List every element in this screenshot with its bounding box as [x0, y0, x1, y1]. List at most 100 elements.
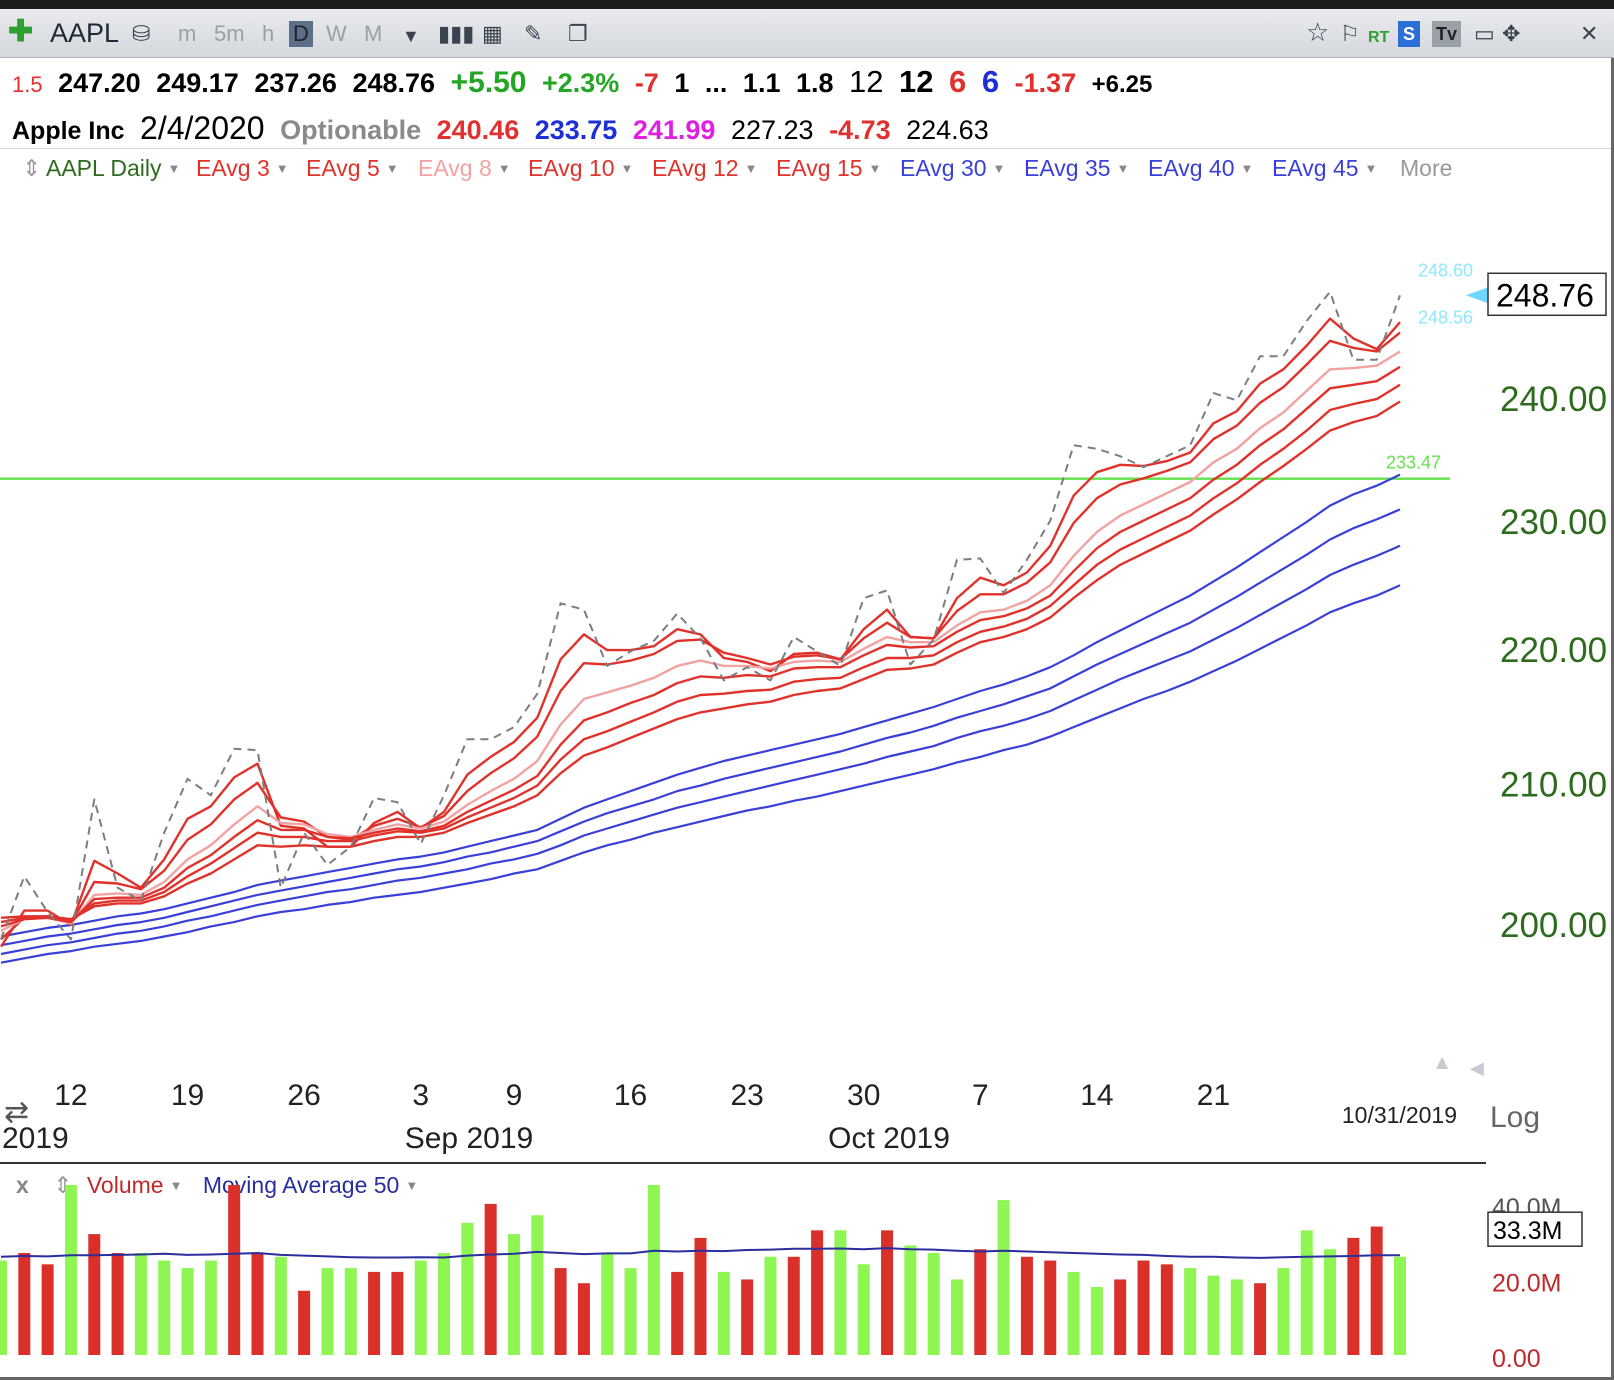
add-icon[interactable]: ✚: [8, 15, 34, 48]
period-5min-button[interactable]: 5m: [214, 21, 245, 46]
last-price-label: 248.76: [1496, 277, 1594, 313]
stat-1: -7: [634, 68, 659, 98]
price-tag-lower: 248.56: [1418, 307, 1473, 327]
draw-pencil-icon[interactable]: ✎: [524, 21, 543, 46]
y-tick-label: 200.00: [1500, 906, 1607, 945]
chevron-down-icon[interactable]: ▼: [405, 1178, 419, 1193]
volume-bar: [1347, 1237, 1360, 1355]
flag-icon[interactable]: ⚐: [1340, 21, 1360, 46]
high-value: 249.17: [156, 68, 239, 98]
price-chart[interactable]: 233.47 200.00 210.00 220.00 230.00 240.00 248.…: [0, 190, 1614, 1160]
chevron-down-icon[interactable]: ▼: [169, 1178, 183, 1193]
volume-bar: [601, 1253, 614, 1355]
volume-bar: [0, 1260, 7, 1355]
change-pct-value: +2.3%: [541, 68, 620, 98]
s-badge[interactable]: S: [1398, 21, 1421, 47]
volume-bar: [181, 1268, 194, 1355]
quote-line-1: 1.5 247.20 249.17 237.26 248.76 +5.50 +2…: [12, 64, 1160, 104]
close-icon[interactable]: ✕: [1580, 21, 1599, 46]
panel-divider[interactable]: [0, 1162, 1486, 1164]
tv-badge[interactable]: Tv: [1432, 21, 1462, 47]
volume-bar: [18, 1253, 31, 1355]
volume-bar: [974, 1249, 987, 1355]
volume-label[interactable]: Volume: [86, 1172, 164, 1198]
bar-style-icon[interactable]: ▮▮▮: [438, 21, 475, 46]
window-border: [1611, 58, 1614, 1380]
realtime-badge[interactable]: RT: [1368, 29, 1390, 46]
move-icon[interactable]: ✥: [1502, 21, 1521, 46]
legend-main-label: AAPL Daily: [46, 155, 162, 181]
x-tick-label: 21: [1197, 1079, 1230, 1112]
volume-legend: x ⇕ Volume ▼ Moving Average 50 ▼: [16, 1172, 418, 1199]
volume-ma-line: [0, 1247, 1400, 1259]
volume-bar: [811, 1230, 824, 1355]
date-label: 10/31/2019: [1342, 1102, 1457, 1128]
chevron-down-icon: ▼: [744, 161, 758, 176]
period-month-button[interactable]: M: [364, 21, 383, 46]
volume-bar: [1394, 1256, 1406, 1355]
legend-label: EAvg 12: [652, 155, 739, 181]
stat-2: 1: [674, 68, 690, 98]
volume-bar: [298, 1290, 311, 1355]
volume-bar: [554, 1268, 567, 1355]
chevron-down-icon: ▼: [385, 161, 399, 176]
legend-main-series[interactable]: AAPL Daily ▼: [46, 155, 180, 182]
volume-bar: [251, 1253, 264, 1355]
series-line-eavg-40: [0, 544, 1401, 956]
legend-eavg-45[interactable]: EAvg 45 ▼: [1272, 155, 1377, 182]
stat-10: -1.37: [1014, 68, 1077, 98]
volume-bar: [671, 1271, 684, 1355]
legend-eavg-12[interactable]: EAvg 12 ▼: [652, 155, 757, 182]
legend-eavg-5[interactable]: EAvg 5 ▼: [306, 155, 399, 182]
legend-label: EAvg 40: [1148, 155, 1235, 181]
volume-bar: [228, 1185, 241, 1355]
sync-icon[interactable]: ⛁: [132, 21, 151, 46]
volume-bar: [1370, 1226, 1383, 1355]
legend-eavg-10[interactable]: EAvg 10 ▼: [528, 155, 633, 182]
grid-icon[interactable]: ▦: [482, 21, 503, 46]
period-day-button[interactable]: D: [289, 21, 313, 47]
legend-label: EAvg 10: [528, 155, 615, 181]
x-month-label: Oct 2019: [828, 1122, 950, 1155]
legend-eavg-3[interactable]: EAvg 3 ▼: [196, 155, 289, 182]
stat-5: 1.8: [795, 68, 834, 98]
symbol-field[interactable]: AAPL: [50, 18, 120, 48]
volume-bar: [694, 1237, 707, 1355]
series-line-eavg-35: [0, 508, 1401, 947]
legend-eavg-30[interactable]: EAvg 30 ▼: [900, 155, 1005, 182]
period-week-button[interactable]: W: [326, 21, 347, 46]
volume-bar: [368, 1271, 381, 1355]
volume-bar: [741, 1279, 754, 1355]
notes-icon[interactable]: ❐: [568, 21, 588, 46]
legend-eavg-35[interactable]: EAvg 35 ▼: [1024, 155, 1129, 182]
star-icon[interactable]: ☆: [1306, 17, 1330, 47]
open-value: 247.20: [58, 68, 141, 98]
indicator-legend: ⇕ AAPL Daily ▼ EAvg 3 ▼ EAvg 5 ▼ EAvg 8 ▼ EA…: [0, 148, 1614, 190]
chevron-down-icon: ▼: [1364, 161, 1378, 176]
level-line-label: 233.47: [1386, 453, 1441, 473]
x-month-label: 2019: [2, 1122, 69, 1155]
reorder-handle-icon[interactable]: ⇕: [22, 155, 42, 181]
sync-icon: ⇄: [4, 1095, 29, 1130]
legend-eavg-40[interactable]: EAvg 40 ▼: [1148, 155, 1253, 182]
legend-eavg-8[interactable]: EAvg 8 ▼: [418, 155, 511, 182]
window-icon[interactable]: ▭: [1474, 21, 1495, 46]
period-hour-button[interactable]: h: [262, 21, 275, 46]
close-panel-icon[interactable]: x: [16, 1172, 29, 1198]
legend-eavg-15[interactable]: EAvg 15 ▼: [776, 155, 881, 182]
volume-bar: [1044, 1260, 1057, 1355]
price-tag-upper: 248.60: [1418, 260, 1473, 280]
y-tick-label: 230.00: [1500, 503, 1607, 542]
last-price-box: [1487, 272, 1607, 317]
metric-5: -4.73: [829, 115, 891, 145]
series-line-eavg-30: [0, 473, 1401, 938]
period-dropdown-icon[interactable]: ▼: [402, 26, 420, 46]
volume-bar: [1137, 1260, 1150, 1355]
legend-more-button[interactable]: More: [1400, 155, 1453, 181]
volume-bar: [881, 1230, 894, 1355]
metric-4: 227.23: [730, 115, 814, 145]
x-tick-label: 30: [847, 1079, 880, 1112]
legend-label: EAvg 3: [196, 155, 270, 181]
period-minute-button[interactable]: m: [178, 21, 197, 46]
